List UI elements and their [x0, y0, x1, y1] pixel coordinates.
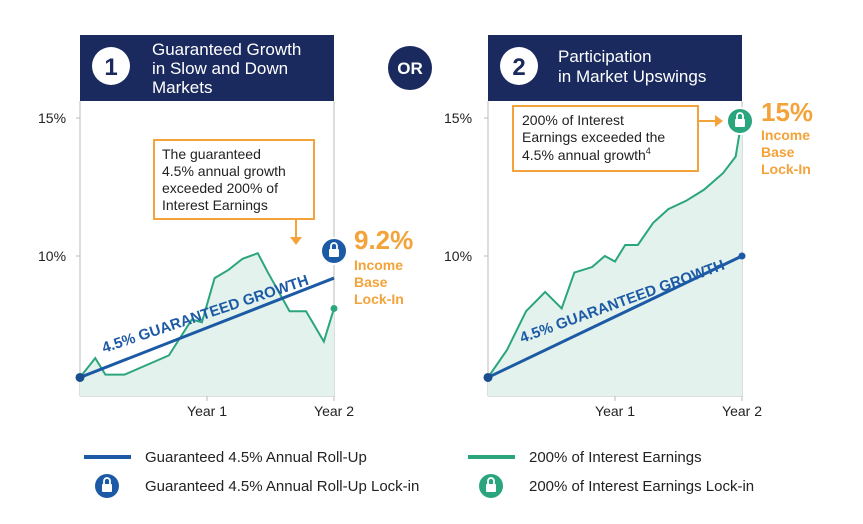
panel-2-callout-line-3: 4.5% annual growth4: [522, 146, 651, 163]
panel-1-callout-line-2: 4.5% annual growth: [162, 163, 286, 179]
panel-1-ytick-15: 15%: [38, 110, 66, 126]
panel-2-callout-line-1: 200% of Interest: [522, 112, 624, 128]
panel-1-number: 1: [104, 54, 117, 81]
panel-2-callout-superscript: 4: [646, 146, 651, 156]
panel-2-guaranteed-line: [487, 254, 743, 379]
panel-1-callout-line-1: The guaranteed: [162, 146, 261, 162]
panel-2-guaranteed-end-point: [738, 252, 746, 260]
panel-1-title-line-2: in Slow and Down: [152, 59, 288, 78]
panel-1-start-point: [75, 372, 85, 382]
panel-2-callout-arrowhead: [715, 115, 723, 127]
panel-1-callout-line-4: Interest Earnings: [162, 197, 268, 213]
panel-2-xtick-year-2: Year 2: [722, 403, 762, 419]
panel-1-lockin-line-1: Income: [354, 257, 403, 273]
panel-1-guaranteed-line: [79, 276, 335, 379]
panel-market-upswings: 2 Participation in Market Upswings 15% 1…: [444, 35, 813, 419]
legend-blue-lock-icon: [95, 474, 119, 498]
panel-2-lockin-line-1: Income: [761, 127, 810, 143]
panel-2-earnings-line: [487, 117, 743, 379]
panel-2-title-line-1: Participation: [558, 47, 652, 66]
panel-1-number-badge: [92, 47, 130, 85]
panel-2-lockin-line-3: Lock-In: [761, 161, 811, 177]
panel-2-ytick-10: 10%: [444, 248, 472, 264]
or-badge: OR: [388, 46, 432, 90]
panel-1-callout-box: [153, 139, 315, 220]
panel-2-callout-box: [512, 105, 699, 172]
panel-1-lock-icon: [320, 237, 348, 265]
legend-green-lock-icon: [479, 474, 503, 498]
panel-2-number-badge: [500, 47, 538, 85]
legend: Guaranteed 4.5% Annual Roll-Up Guarantee…: [84, 449, 754, 498]
legend-item-guaranteed: Guaranteed 4.5% Annual Roll-Up: [145, 449, 367, 466]
panel-1-callout-arrowhead: [290, 237, 302, 245]
panel-1-earnings-area: [80, 253, 334, 396]
panel-1-callout-line-3: exceeded 200% of: [162, 180, 278, 196]
panel-2-callout-line-2: Earnings exceeded the: [522, 129, 665, 145]
panel-2-lockin-value: 15%: [761, 97, 813, 127]
panel-1-xtick-year-2: Year 2: [314, 403, 354, 419]
legend-item-earnings: 200% of Interest Earnings: [529, 449, 702, 466]
panel-2-lockin-line-2: Base: [761, 144, 795, 160]
panel-2-lock-icon: [726, 107, 754, 135]
panel-2-title-line-2: in Market Upswings: [558, 67, 706, 86]
panel-2-xtick-year-1: Year 1: [595, 403, 635, 419]
legend-item-guaranteed-lockin: Guaranteed 4.5% Annual Roll-Up Lock-in: [145, 478, 419, 495]
panel-1-earnings-end-point: [330, 304, 338, 312]
panel-1-lockin-line-2: Base: [354, 274, 388, 290]
panel-1-xtick-year-1: Year 1: [187, 403, 227, 419]
panel-guaranteed-growth: 1 Guaranteed Growth in Slow and Down Mar…: [38, 35, 413, 419]
panel-1-earnings-line: [79, 252, 335, 379]
panel-2-earnings-area: [488, 118, 742, 396]
panel-1-lockin-value: 9.2%: [354, 225, 413, 255]
panel-1-title-line-1: Guaranteed Growth: [152, 40, 301, 59]
panel-2-callout-line-3-text: 4.5% annual growth: [522, 147, 646, 163]
panel-2-start-point: [483, 372, 493, 382]
panel-1-ytick-10: 10%: [38, 248, 66, 264]
legend-item-earnings-lockin: 200% of Interest Earnings Lock-in: [529, 478, 754, 495]
panel-2-ytick-15: 15%: [444, 110, 472, 126]
panel-1-lockin-line-3: Lock-In: [354, 291, 404, 307]
or-label: OR: [397, 59, 423, 78]
panel-2-number: 2: [512, 54, 525, 81]
panel-1-title-line-3: Markets: [152, 78, 212, 97]
